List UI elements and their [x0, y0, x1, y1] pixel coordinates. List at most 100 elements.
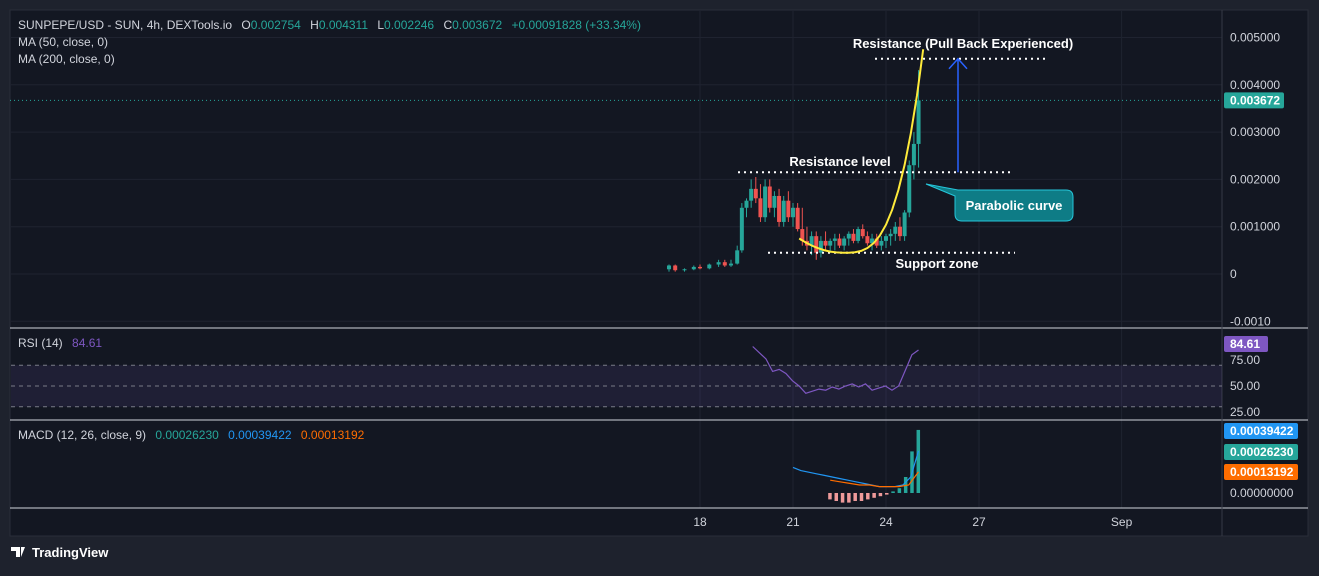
candle-body[interactable]	[795, 207, 800, 230]
candle-body[interactable]	[753, 188, 758, 199]
signal-value-badge	[1224, 423, 1298, 439]
time-tick-label: 24	[879, 515, 893, 529]
rsi-legend[interactable]: RSI (14) 84.61	[18, 336, 102, 350]
price-tick-label: 0	[1230, 267, 1237, 281]
time-tick-label: 18	[693, 515, 707, 529]
candle-series[interactable]	[667, 70, 921, 272]
candle-body[interactable]	[707, 264, 712, 269]
time-axis[interactable]: 18 21 24 27 Sep	[693, 515, 1132, 529]
ma200-legend[interactable]: MA (200, close, 0)	[18, 52, 115, 66]
price-tick-label: 0.001000	[1230, 220, 1280, 234]
signal-line[interactable]	[830, 471, 919, 488]
chart-frame	[9, 9, 1309, 537]
price-tick-label: -0.0010	[1230, 314, 1271, 328]
candle-body[interactable]	[682, 269, 687, 271]
candle-body[interactable]	[673, 265, 678, 271]
candle-body[interactable]	[744, 200, 749, 208]
candle-body[interactable]	[870, 238, 875, 244]
candle-body[interactable]	[842, 238, 847, 246]
candle-body[interactable]	[902, 212, 907, 237]
rsi-band	[11, 365, 1222, 407]
candle-body[interactable]	[739, 207, 744, 251]
macd-value-badge-label: 0.00026230	[1230, 445, 1294, 459]
symbol-title: SUNPEPE/USD - SUN, 4h, DEXTools.io	[18, 18, 232, 32]
candle-body[interactable]	[897, 226, 902, 237]
tradingview-logo[interactable]: TradingView	[11, 545, 109, 560]
rsi-tick-label: 50.00	[1230, 379, 1260, 393]
candle-body[interactable]	[884, 236, 888, 241]
open-value: 0.002754	[251, 18, 301, 32]
time-tick-label: Sep	[1111, 515, 1133, 529]
arrow-head-icon	[948, 57, 968, 70]
candle-body[interactable]	[860, 229, 865, 237]
ma50-legend[interactable]: MA (50, close, 0)	[18, 35, 108, 49]
candle-body[interactable]	[809, 236, 814, 246]
parabolic-curve-line[interactable]	[798, 49, 925, 254]
candle-body[interactable]	[814, 236, 819, 253]
resistance-level-label: Resistance level	[789, 154, 890, 169]
hist-value-badge-label: 0.00013192	[1230, 465, 1294, 479]
price-tick-label: 0.004000	[1230, 78, 1280, 92]
macd-legend[interactable]: MACD (12, 26, close, 9) 0.00026230 0.000…	[18, 428, 365, 442]
candle-body[interactable]	[800, 229, 805, 241]
macd-hist-bar	[897, 488, 902, 493]
candle-body[interactable]	[911, 143, 916, 166]
candle-body[interactable]	[758, 198, 763, 218]
macd-hist-bar	[866, 493, 870, 500]
candle-body[interactable]	[823, 240, 828, 246]
candle-body[interactable]	[735, 250, 740, 264]
candle-body[interactable]	[791, 207, 795, 218]
price-tick-label: 0.005000	[1230, 31, 1280, 45]
candle-body[interactable]	[691, 266, 696, 270]
rsi-tick-label: 25.00	[1230, 405, 1260, 419]
candle-body[interactable]	[698, 266, 702, 269]
price-axis[interactable]: 0.005000 0.004000 0.003000 0.002000 0.001000…	[1230, 31, 1280, 329]
annotation-layer[interactable]: Resistance (Pull Back Experienced) Resis…	[738, 36, 1074, 271]
candle-body[interactable]	[856, 229, 861, 241]
candle-body[interactable]	[777, 195, 782, 222]
candle-body[interactable]	[888, 233, 893, 237]
candle-body[interactable]	[916, 100, 921, 144]
candle-body[interactable]	[828, 240, 833, 246]
rsi-axis[interactable]: 75.00 50.00 25.00	[1230, 353, 1260, 419]
macd-zero-tick: 0.00000000	[1230, 486, 1294, 500]
macd-hist-bar	[872, 493, 876, 498]
rsi-value-badge-label: 84.61	[1230, 337, 1260, 351]
candle-body[interactable]	[865, 236, 870, 244]
last-price-badge	[1224, 92, 1284, 109]
price-tick-label: 0.002000	[1230, 172, 1280, 186]
candle-body[interactable]	[832, 238, 837, 241]
legend-line[interactable]: SUNPEPE/USD - SUN, 4h, DEXTools.io O0.00…	[18, 18, 641, 32]
macd-hist-bar	[878, 493, 883, 497]
candle-body[interactable]	[879, 240, 884, 246]
macd-hist-bar	[828, 493, 832, 500]
close-value: 0.003672	[452, 18, 502, 32]
candle-body[interactable]	[818, 240, 823, 253]
candle-body[interactable]	[837, 238, 842, 246]
resistance-top-label: Resistance (Pull Back Experienced)	[853, 36, 1073, 51]
parabolic-callout-label: Parabolic curve	[966, 198, 1063, 213]
rsi-guides	[11, 364, 1222, 408]
candle-body[interactable]	[667, 265, 671, 270]
candle-body[interactable]	[716, 262, 721, 265]
candle-body[interactable]	[722, 262, 727, 266]
candle-body[interactable]	[749, 188, 754, 201]
macd-hist-bar	[834, 493, 839, 501]
candle-body[interactable]	[907, 165, 912, 213]
candle-body[interactable]	[763, 186, 768, 218]
candle-body[interactable]	[781, 200, 786, 222]
macd-value-badge	[1224, 444, 1298, 460]
tradingview-logo-text: TradingView	[32, 545, 109, 560]
last-price-label: 0.003672	[1230, 93, 1280, 107]
candle-body[interactable]	[893, 226, 898, 234]
rsi-line[interactable]	[752, 346, 919, 394]
candle-body[interactable]	[851, 233, 856, 241]
candle-body[interactable]	[772, 195, 777, 208]
parabolic-callout[interactable]	[925, 183, 1074, 222]
candle-body[interactable]	[729, 263, 733, 266]
candle-body[interactable]	[874, 238, 879, 246]
candle-body[interactable]	[846, 233, 851, 239]
candle-body[interactable]	[786, 200, 791, 218]
candle-body[interactable]	[767, 186, 772, 208]
